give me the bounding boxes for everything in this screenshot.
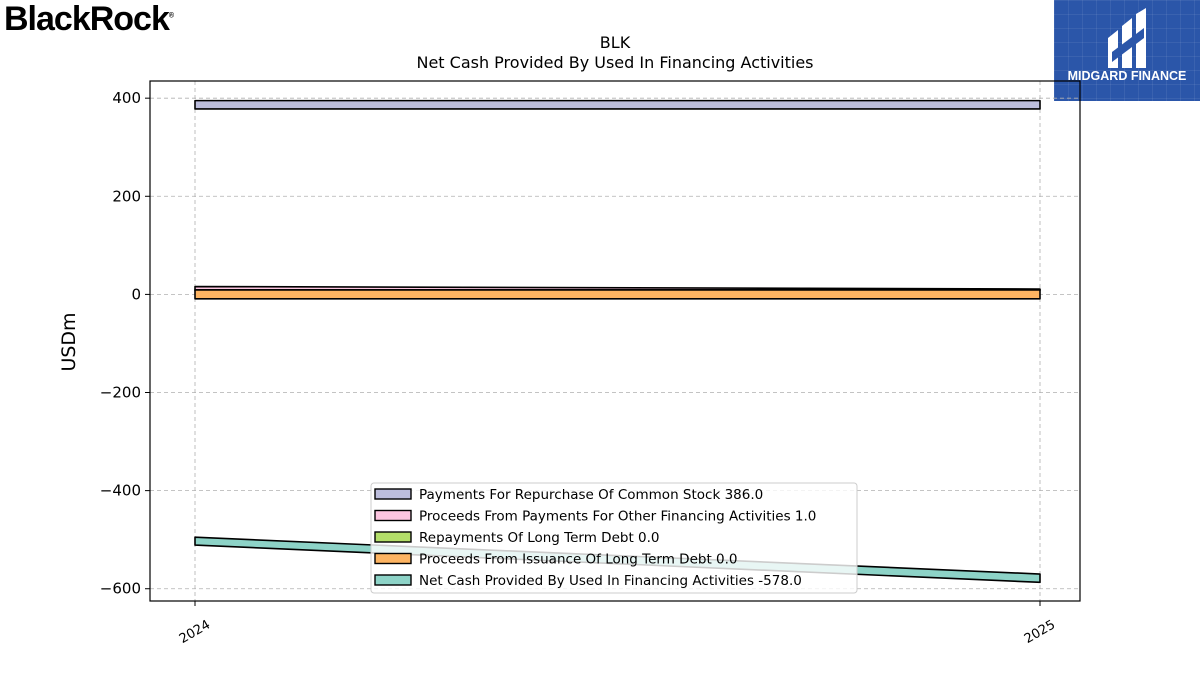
chart-subtitle: Net Cash Provided By Used In Financing A… — [416, 53, 813, 72]
midgard-logo-icon — [1108, 8, 1146, 68]
logo-registered-mark: ® — [168, 12, 175, 20]
legend-swatch — [374, 574, 412, 586]
y-tick-label: 200 — [112, 187, 141, 205]
legend: Payments For Repurchase Of Common Stock … — [370, 482, 858, 594]
series-area — [194, 99, 1041, 110]
y-tick-label: −600 — [100, 580, 141, 598]
logo-text: BlackRock — [4, 0, 170, 38]
y-tick-label: 0 — [131, 285, 141, 303]
legend-swatch — [374, 488, 412, 500]
y-tick-label: −400 — [100, 482, 141, 500]
blackrock-logo: BlackRock® — [4, 0, 174, 39]
legend-frame — [370, 482, 858, 594]
legend-swatch — [374, 509, 412, 522]
midgard-finance-badge: MIDGARD FINANCE — [1054, 0, 1200, 101]
chart-title: BLK — [600, 33, 631, 52]
y-tick-label: 400 — [112, 89, 141, 107]
x-tick-label: 2025 — [1022, 617, 1058, 647]
axis-ticks: −600 −400 −200 0 200 400 2024 2025 — [100, 89, 1058, 647]
legend-entry: Proceeds From Payments For Other Financi… — [419, 509, 816, 525]
y-axis-label: USDm — [58, 312, 80, 371]
legend-swatch — [374, 531, 412, 543]
series-area — [194, 289, 1041, 300]
legend-entry: Repayments Of Long Term Debt 0.0 — [419, 530, 660, 546]
legend-swatch — [374, 552, 412, 565]
legend-entry: Payments For Repurchase Of Common Stock … — [419, 487, 763, 503]
legend-entry: Net Cash Provided By Used In Financing A… — [419, 573, 802, 589]
y-tick-label: −200 — [100, 384, 141, 402]
legend-entry: Proceeds From Issuance Of Long Term Debt… — [419, 552, 738, 568]
plot-frame — [149, 80, 1081, 602]
x-tick-label: 2024 — [177, 617, 213, 647]
badge-text: MIDGARD FINANCE — [1067, 69, 1187, 83]
